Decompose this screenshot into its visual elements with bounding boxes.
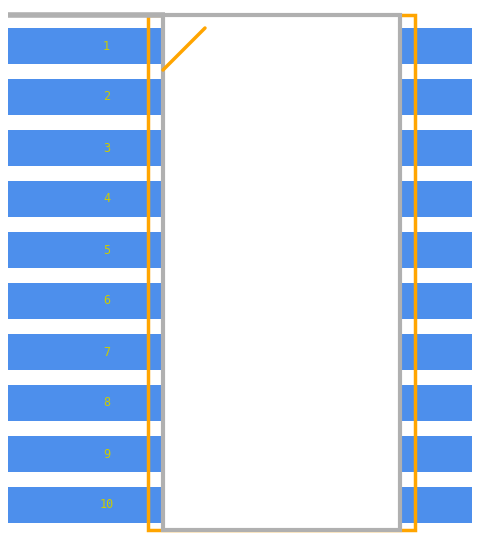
Text: 3: 3 xyxy=(103,141,110,154)
Text: 20: 20 xyxy=(368,40,382,53)
Bar xyxy=(8,130,205,166)
Bar xyxy=(278,79,472,115)
Text: 17: 17 xyxy=(368,193,382,206)
Bar xyxy=(8,181,205,217)
Bar xyxy=(278,334,472,370)
Text: 12: 12 xyxy=(368,448,382,461)
Bar xyxy=(278,283,472,319)
Bar xyxy=(8,79,205,115)
Text: 5: 5 xyxy=(103,244,110,257)
Bar xyxy=(278,232,472,268)
Text: 11: 11 xyxy=(368,498,382,511)
Bar xyxy=(278,487,472,523)
Text: 13: 13 xyxy=(368,397,382,410)
Bar xyxy=(278,28,472,64)
Text: 4: 4 xyxy=(103,193,110,206)
Bar xyxy=(278,385,472,421)
Text: 18: 18 xyxy=(368,141,382,154)
Bar xyxy=(8,334,205,370)
Bar xyxy=(8,28,205,64)
Bar xyxy=(278,181,472,217)
Bar xyxy=(8,487,205,523)
Text: 19: 19 xyxy=(368,90,382,103)
Text: 1: 1 xyxy=(103,40,110,53)
Text: 14: 14 xyxy=(368,345,382,358)
Bar xyxy=(8,385,205,421)
Bar xyxy=(8,283,205,319)
Bar xyxy=(148,15,415,530)
Bar xyxy=(163,15,400,530)
Text: 9: 9 xyxy=(103,448,110,461)
Text: 7: 7 xyxy=(103,345,110,358)
Bar xyxy=(278,130,472,166)
Text: 16: 16 xyxy=(368,244,382,257)
Text: 8: 8 xyxy=(103,397,110,410)
Text: 6: 6 xyxy=(103,294,110,307)
Bar xyxy=(278,436,472,472)
Text: 10: 10 xyxy=(99,498,114,511)
Text: 2: 2 xyxy=(103,90,110,103)
Bar xyxy=(8,436,205,472)
Bar xyxy=(8,232,205,268)
Text: 15: 15 xyxy=(368,294,382,307)
